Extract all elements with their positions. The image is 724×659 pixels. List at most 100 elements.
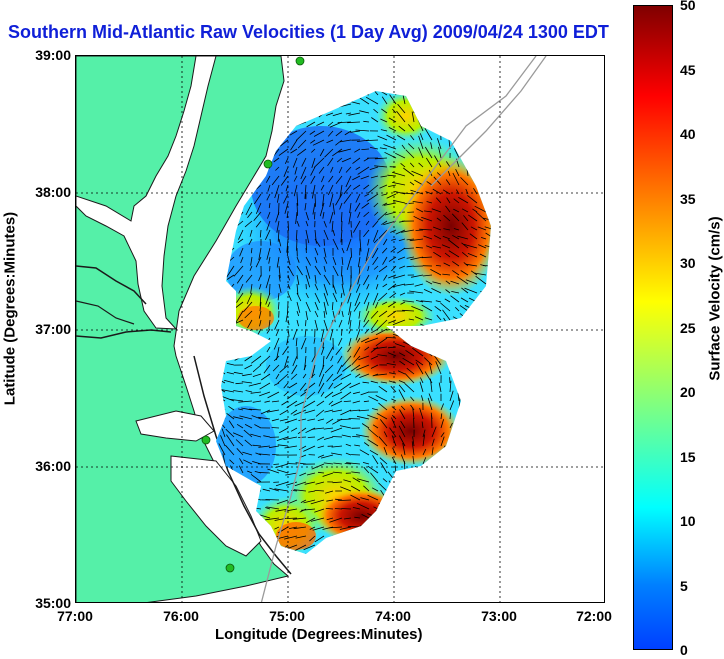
velocity-vector (359, 238, 362, 252)
velocity-vector (442, 273, 451, 276)
station-marker[interactable] (201, 435, 211, 445)
velocity-vector (398, 352, 406, 357)
velocity-vector (399, 409, 406, 420)
velocity-vector (363, 485, 370, 492)
velocity-vector (431, 98, 434, 105)
velocity-vector (449, 508, 456, 519)
velocity-vector (307, 418, 316, 421)
velocity-vector (269, 238, 272, 246)
velocity-vector (495, 77, 499, 86)
velocity-vector (337, 355, 343, 364)
velocity-vector (447, 239, 460, 249)
velocity-vector (290, 112, 298, 115)
velocity-vector (326, 112, 334, 116)
velocity-vector (419, 407, 424, 420)
velocity-vector (411, 111, 415, 123)
velocity-vector (290, 139, 298, 151)
velocity-vector (455, 343, 460, 348)
velocity-vector (415, 359, 424, 366)
station-marker[interactable] (295, 56, 305, 66)
velocity-vector (335, 346, 343, 356)
colorbar (633, 5, 673, 650)
velocity-vector (341, 355, 352, 367)
velocity-vector (467, 427, 478, 438)
station-marker[interactable] (225, 563, 235, 573)
velocity-vector (243, 337, 253, 345)
velocity-vector (219, 265, 226, 271)
velocity-vector (372, 220, 379, 228)
velocity-vector (333, 553, 343, 554)
velocity-vector (365, 96, 379, 105)
velocity-vector (339, 139, 352, 143)
velocity-vector (500, 180, 504, 185)
velocity-vector (348, 310, 352, 325)
velocity-vector (301, 86, 306, 88)
velocity-vector (233, 416, 244, 420)
velocity-vector (402, 443, 406, 456)
velocity-vector (383, 274, 388, 281)
velocity-vector (267, 211, 271, 219)
station-markers[interactable] (201, 56, 305, 573)
velocity-vector (372, 455, 379, 465)
velocity-vector (447, 170, 451, 177)
velocity-vector (406, 265, 415, 268)
velocity-vector (355, 328, 361, 341)
river-james (76, 329, 172, 339)
velocity-vector (271, 427, 280, 429)
velocity-vector (360, 175, 370, 180)
velocity-vector (298, 418, 307, 421)
map-plot-area[interactable] (75, 55, 605, 603)
velocity-vector (431, 520, 433, 528)
velocity-vector (467, 477, 474, 483)
velocity-vector (309, 553, 316, 554)
velocity-vector (388, 319, 397, 324)
velocity-vector (344, 84, 351, 86)
velocity-vector (223, 310, 235, 316)
velocity-vector (386, 134, 397, 141)
velocity-vector (299, 445, 307, 451)
velocity-vector (284, 445, 298, 449)
velocity-vector (382, 202, 388, 206)
velocity-vector (354, 444, 361, 447)
velocity-vector (461, 208, 469, 213)
x-tick-label: 72:00 (576, 608, 612, 624)
velocity-vector (356, 434, 370, 438)
velocity-vector (460, 177, 469, 186)
velocity-vector (449, 523, 458, 537)
velocity-vector (348, 211, 352, 225)
velocity-vector (458, 544, 460, 554)
velocity-vector (303, 445, 316, 452)
velocity-vector (451, 291, 460, 294)
velocity-vector (332, 256, 337, 266)
velocity-vector (410, 499, 415, 510)
velocity-vector (226, 434, 235, 447)
velocity-vector (451, 213, 460, 222)
velocity-vector (236, 337, 244, 340)
velocity-vector (431, 288, 442, 294)
velocity-vector (267, 301, 271, 308)
velocity-vector (235, 319, 244, 324)
velocity-vector (412, 347, 424, 357)
velocity-vector (363, 184, 370, 190)
velocity-vector (276, 220, 280, 233)
velocity-vector (454, 148, 460, 159)
velocity-vector (503, 383, 505, 392)
velocity-vector (445, 289, 451, 294)
velocity-vector (400, 489, 406, 501)
velocity-vector (359, 373, 370, 378)
velocity-vector (272, 130, 280, 137)
velocity-vector (266, 247, 271, 260)
velocity-vector (352, 157, 361, 164)
velocity-vector (284, 157, 289, 164)
station-marker[interactable] (263, 159, 273, 169)
velocity-vector (296, 220, 300, 227)
velocity-vector (476, 530, 480, 537)
velocity-vector (322, 211, 325, 219)
velocity-vector (411, 487, 415, 501)
x-tick-label: 75:00 (269, 608, 305, 624)
velocity-vector (375, 328, 388, 336)
velocity-vector (415, 229, 424, 231)
velocity-vector (404, 383, 415, 393)
velocity-vector (487, 271, 491, 276)
velocity-vector (467, 214, 478, 222)
